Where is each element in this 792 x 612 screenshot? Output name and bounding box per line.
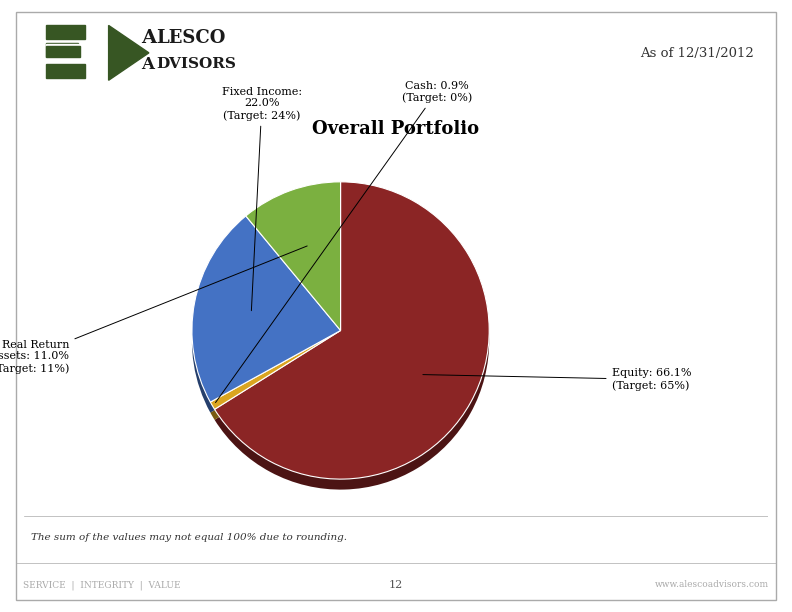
Text: SERVICE  |  INTEGRITY  |  VALUE: SERVICE | INTEGRITY | VALUE — [24, 580, 181, 589]
Wedge shape — [215, 182, 489, 479]
Wedge shape — [211, 330, 341, 409]
Text: A: A — [141, 29, 156, 47]
Text: www.alescoadvisors.com: www.alescoadvisors.com — [654, 580, 768, 589]
Text: The sum of the values may not equal 100% due to rounding.: The sum of the values may not equal 100%… — [31, 533, 347, 542]
Bar — [46, 43, 105, 59]
Bar — [46, 64, 86, 78]
Wedge shape — [192, 226, 341, 412]
Text: DVISORS: DVISORS — [157, 57, 236, 71]
Bar — [46, 46, 81, 57]
Text: A: A — [141, 56, 154, 73]
Text: Overall Portfolio: Overall Portfolio — [312, 119, 480, 138]
Text: Fixed Income:
22.0%
(Target: 24%): Fixed Income: 22.0% (Target: 24%) — [222, 87, 302, 311]
Wedge shape — [246, 192, 341, 341]
Text: Real Return
Assets: 11.0%
(Target: 11%): Real Return Assets: 11.0% (Target: 11%) — [0, 246, 307, 374]
Wedge shape — [246, 182, 341, 330]
Text: 12: 12 — [389, 580, 403, 590]
Text: As of 12/31/2012: As of 12/31/2012 — [640, 47, 753, 60]
Text: Equity: 66.1%
(Target: 65%): Equity: 66.1% (Target: 65%) — [423, 368, 691, 390]
Wedge shape — [215, 192, 489, 490]
Bar — [46, 25, 86, 39]
Wedge shape — [211, 341, 341, 420]
Polygon shape — [109, 25, 149, 80]
Text: LESCO: LESCO — [157, 29, 226, 47]
Text: Cash: 0.9%
(Target: 0%): Cash: 0.9% (Target: 0%) — [215, 81, 472, 403]
Wedge shape — [192, 216, 341, 402]
Bar — [46, 43, 78, 57]
